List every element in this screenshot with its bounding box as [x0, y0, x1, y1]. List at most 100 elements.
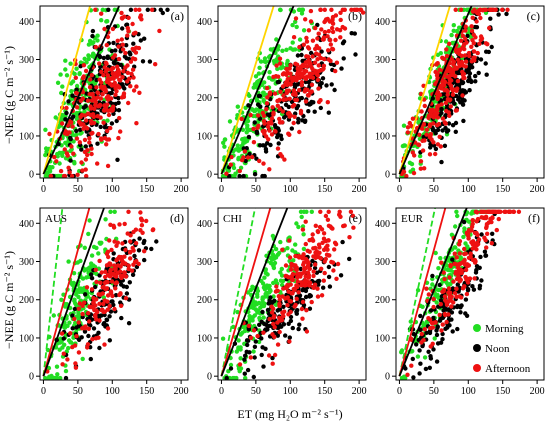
point-afternoon [113, 92, 118, 98]
point-morning [242, 328, 247, 334]
point-afternoon [102, 298, 108, 303]
point-afternoon [94, 297, 99, 302]
point-afternoon [463, 251, 468, 256]
point-afternoon [426, 316, 431, 321]
point-afternoon [116, 44, 121, 49]
point-afternoon [69, 144, 74, 149]
point-afternoon [287, 96, 292, 102]
point-afternoon [309, 299, 314, 305]
point-noon [127, 50, 132, 55]
point-noon [473, 79, 478, 84]
y-tick-label: 200 [375, 295, 390, 306]
point-afternoon [330, 14, 336, 20]
point-afternoon [282, 309, 287, 314]
point-morning [257, 65, 262, 71]
point-afternoon [446, 110, 451, 115]
point-morning [68, 61, 73, 66]
point-afternoon [139, 223, 145, 228]
point-noon [474, 267, 479, 273]
point-noon [471, 287, 477, 292]
point-afternoon [133, 30, 138, 35]
scatter-points [399, 209, 522, 380]
point-morning [82, 56, 87, 61]
point-afternoon [458, 278, 463, 283]
y-tick-label: 0 [29, 372, 34, 383]
point-afternoon [330, 25, 335, 31]
point-afternoon [418, 166, 423, 171]
point-morning [77, 289, 82, 295]
point-afternoon [428, 325, 433, 331]
point-afternoon [117, 77, 122, 83]
point-morning [271, 265, 277, 271]
point-noon [294, 311, 299, 316]
point-afternoon [246, 323, 252, 329]
point-morning [47, 374, 52, 379]
point-noon [310, 258, 315, 264]
point-afternoon [288, 299, 294, 304]
point-afternoon [289, 291, 294, 296]
point-morning [253, 74, 259, 79]
point-morning [70, 79, 76, 84]
point-morning [96, 251, 101, 256]
point-morning [299, 214, 304, 220]
point-afternoon [74, 334, 79, 339]
point-afternoon [123, 50, 128, 56]
point-noon [281, 304, 286, 309]
point-afternoon [428, 133, 433, 138]
point-afternoon [271, 321, 276, 327]
point-afternoon [483, 41, 489, 46]
point-noon [308, 293, 313, 299]
point-afternoon [331, 268, 336, 273]
point-noon [458, 305, 463, 310]
point-afternoon [405, 372, 410, 377]
point-afternoon [312, 60, 318, 65]
point-afternoon [316, 242, 322, 247]
scatter-points [399, 7, 510, 178]
point-morning [57, 161, 62, 166]
point-afternoon [439, 86, 444, 91]
point-afternoon [443, 298, 448, 303]
point-noon [78, 63, 83, 69]
point-afternoon [73, 365, 79, 370]
point-afternoon [270, 332, 275, 337]
point-afternoon [311, 246, 316, 251]
point-afternoon [508, 209, 513, 214]
point-afternoon [516, 209, 522, 214]
point-afternoon [272, 313, 277, 319]
x-tick-label: 0 [219, 386, 224, 397]
point-afternoon [269, 132, 275, 137]
point-afternoon [131, 229, 136, 235]
point-afternoon [89, 98, 95, 103]
point-afternoon [261, 330, 266, 335]
point-morning [58, 72, 63, 77]
point-noon [101, 55, 107, 61]
y-tick-label: 300 [375, 55, 390, 66]
point-noon [478, 57, 484, 62]
point-afternoon [71, 151, 76, 156]
point-afternoon [75, 172, 80, 177]
point-morning [278, 270, 283, 275]
point-afternoon [248, 355, 253, 360]
point-noon [124, 291, 130, 296]
point-afternoon [280, 72, 286, 77]
point-afternoon [503, 209, 508, 214]
point-morning [403, 375, 408, 380]
point-afternoon [101, 87, 106, 92]
point-noon [479, 278, 484, 283]
y-axis-label-bottom: −NEE (g C m⁻² s⁻¹) [2, 251, 16, 349]
point-afternoon [303, 17, 308, 22]
point-afternoon [326, 253, 332, 258]
point-noon [109, 121, 115, 126]
point-noon [340, 239, 345, 245]
y-tick-label: 400 [19, 17, 34, 28]
y-tick-label: 400 [375, 17, 390, 28]
point-afternoon [287, 132, 292, 137]
point-afternoon [444, 69, 450, 74]
point-noon [141, 240, 146, 246]
point-noon [228, 366, 234, 371]
region-label: CHI [223, 213, 242, 225]
point-morning [401, 123, 407, 128]
x-tick-label: 150 [139, 184, 154, 195]
point-noon [91, 326, 97, 331]
point-morning [228, 362, 234, 368]
